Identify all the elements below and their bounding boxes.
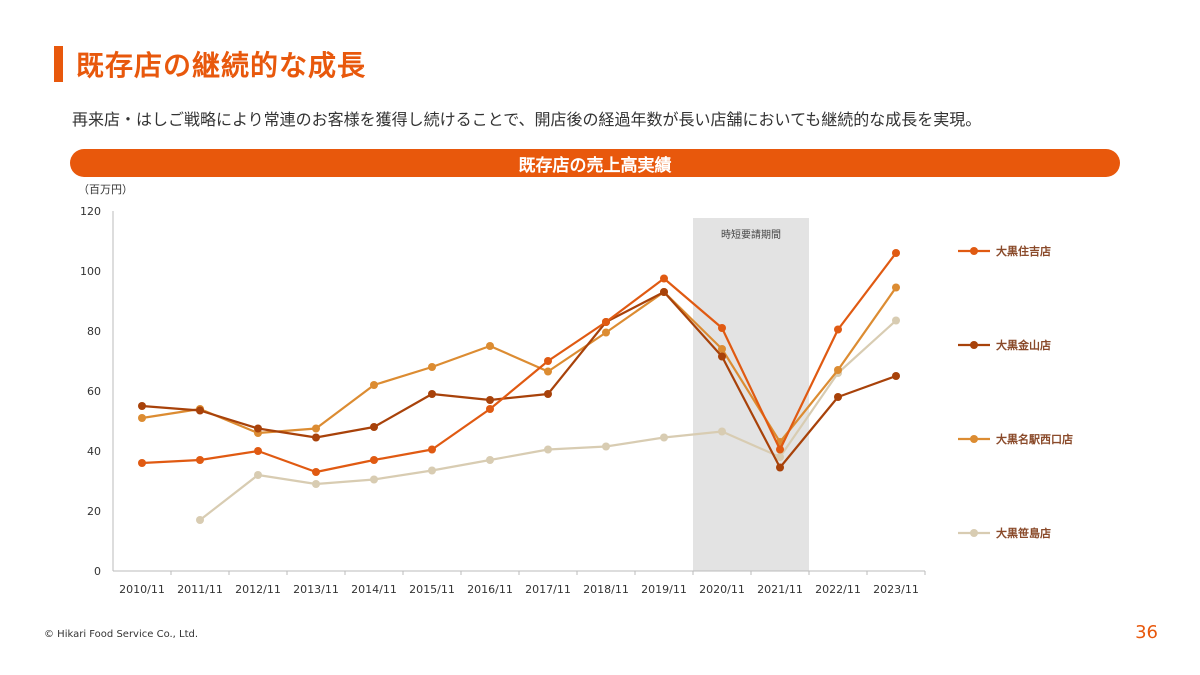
data-point [196, 456, 204, 464]
data-point [254, 471, 262, 479]
series-2 [138, 288, 900, 472]
x-tick-label: 2011/11 [177, 583, 223, 596]
data-point [602, 328, 610, 337]
series-line [141, 290, 897, 469]
data-point [718, 352, 726, 361]
data-point [602, 318, 610, 326]
legend-label: 大黒金山店 [996, 338, 1051, 352]
data-point [138, 459, 146, 467]
data-point [776, 445, 784, 454]
x-tick-label: 2020/11 [699, 583, 745, 596]
legend-label: 大黒住吉店 [996, 244, 1051, 258]
series-line [141, 252, 897, 474]
copyright-text: © Hikari Food Service Co., Ltd. [44, 629, 199, 640]
x-tick-label: 2019/11 [641, 583, 687, 596]
data-point [486, 342, 494, 350]
y-tick-label: 40 [87, 445, 101, 458]
data-point [892, 372, 900, 380]
legend-swatch-marker [970, 435, 978, 443]
data-point [428, 363, 436, 371]
chart-banner-label: 既存店の売上高実績 [518, 155, 672, 176]
title-accent-bar [54, 46, 63, 82]
data-point [196, 406, 204, 415]
series-4 [196, 316, 900, 524]
data-point [834, 393, 842, 401]
data-point [428, 445, 436, 454]
data-point [544, 445, 552, 454]
x-tick-label: 2010/11 [119, 583, 165, 596]
data-point [892, 283, 900, 292]
y-tick-label: 80 [87, 325, 101, 338]
data-point [312, 468, 320, 476]
y-tick-label: 120 [80, 205, 101, 218]
legend-swatch-marker [970, 341, 978, 349]
data-point [370, 381, 378, 389]
data-point [660, 288, 668, 296]
data-point [312, 480, 320, 488]
chart-banner: 既存店の売上高実績 [70, 149, 1120, 177]
data-point [544, 390, 552, 398]
data-point [834, 325, 842, 334]
data-point [312, 424, 320, 433]
x-tick-label: 2018/11 [583, 583, 629, 596]
data-point [370, 423, 378, 431]
data-point [138, 402, 146, 410]
x-tick-label: 2016/11 [467, 583, 513, 596]
x-tick-label: 2015/11 [409, 583, 455, 596]
legend-label: 大黒名駅西口店 [996, 432, 1073, 446]
data-point [776, 453, 784, 461]
shaded-period-label: 時短要請期間 [721, 228, 781, 241]
legend-label: 大黒笹島店 [996, 526, 1051, 540]
data-point [660, 274, 668, 283]
x-tick-label: 2012/11 [235, 583, 281, 596]
legend-swatch-marker [970, 529, 978, 537]
series-1 [138, 249, 900, 476]
data-point [892, 249, 900, 257]
data-point [370, 456, 378, 464]
legend-swatch-marker [970, 247, 978, 255]
page-number: 36 [1135, 622, 1158, 643]
data-point [138, 414, 146, 422]
data-point [544, 357, 552, 365]
data-point [660, 433, 668, 442]
data-point [486, 396, 494, 404]
y-tick-label: 60 [87, 385, 101, 398]
data-point [834, 366, 842, 374]
page-title: 既存店の継続的な成長 [76, 49, 367, 82]
data-point [602, 442, 610, 451]
data-point [428, 466, 436, 475]
data-point [196, 516, 204, 524]
x-tick-label: 2013/11 [293, 583, 339, 596]
data-point [370, 475, 378, 484]
data-point [718, 427, 726, 436]
page-subtitle: 再来店・はしご戦略により常連のお客様を獲得し続けることで、開店後の経過年数が長い… [72, 110, 982, 129]
data-point [254, 447, 262, 455]
data-point [312, 433, 320, 442]
y-axis-unit-label: （百万円） [78, 183, 133, 196]
x-tick-label: 2023/11 [873, 583, 919, 596]
y-tick-label: 0 [94, 565, 101, 578]
data-point [892, 316, 900, 325]
x-tick-label: 2017/11 [525, 583, 571, 596]
data-point [254, 424, 262, 433]
data-point [428, 390, 436, 398]
y-tick-label: 20 [87, 505, 101, 518]
data-point [776, 463, 784, 472]
x-tick-label: 2022/11 [815, 583, 861, 596]
data-point [544, 367, 552, 376]
series-line [141, 286, 897, 444]
data-point [718, 324, 726, 332]
x-tick-label: 2014/11 [351, 583, 397, 596]
x-tick-label: 2021/11 [757, 583, 803, 596]
data-point [486, 405, 494, 413]
y-tick-label: 100 [80, 265, 101, 278]
data-point [486, 456, 494, 464]
data-point [718, 345, 726, 353]
